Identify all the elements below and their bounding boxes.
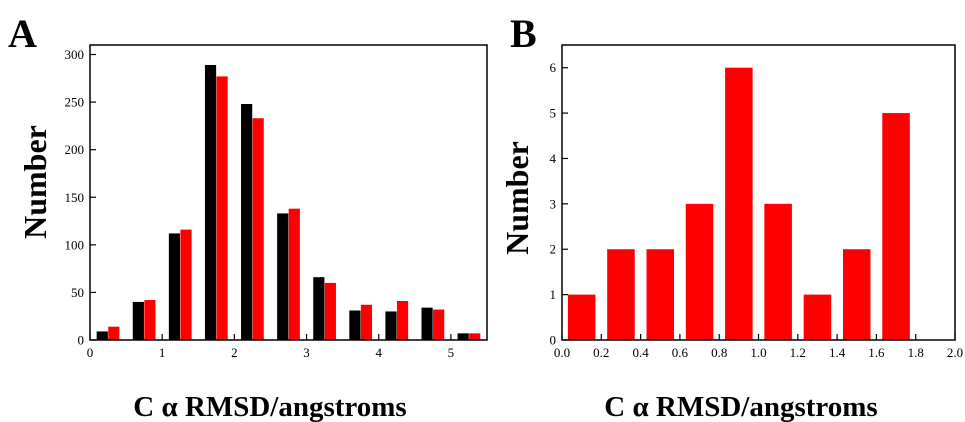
panel-a: A Number C α RMSD/angstroms 0 1 2 3 4 5050100… xyxy=(8,11,488,422)
panel-b-label: B xyxy=(510,11,537,56)
panel-a-bar-s2-3 xyxy=(180,229,192,340)
panel-a-bar-s1-11 xyxy=(457,333,469,340)
panel-a-bar-s1-10 xyxy=(421,307,433,340)
panel-a-x-tick-label-3: 2 xyxy=(231,345,238,360)
panel-b-y-tick-label-1: 0 xyxy=(550,333,557,348)
panel-a-x-tick-label-4: 3 xyxy=(303,345,310,360)
panel-a-bar-s2-7 xyxy=(324,282,336,340)
panel-a-y-axis-label: Number xyxy=(17,125,53,239)
panel-b-y-axis-label: Number xyxy=(499,141,535,255)
panel-a-bar-s1-8 xyxy=(349,310,361,340)
panel-b-y-tick-label-2: 1 xyxy=(550,287,557,302)
panel-a-bar-s2-11 xyxy=(469,333,481,340)
panel-b-bar-s1-4 xyxy=(685,203,714,340)
panel-a-bar-s1-9 xyxy=(385,311,397,340)
panel-a-bar-s2-8 xyxy=(360,304,373,340)
panel-a-bar-s1-4 xyxy=(204,64,217,340)
panel-a-label: A xyxy=(8,11,37,56)
panel-a-bar-s1-3 xyxy=(168,233,181,340)
panel-a-x-tick-label-2: 1 xyxy=(159,345,166,360)
panel-b-bar-s1-9 xyxy=(882,113,910,340)
panel-a-bar-s2-9 xyxy=(396,300,409,340)
panel-a-bar-s2-1 xyxy=(108,326,120,340)
panel-a-y-tick-label-3: 100 xyxy=(65,237,85,252)
panel-b-bar-s1-5 xyxy=(725,67,753,340)
panel-a-bar-s1-2 xyxy=(132,301,144,340)
panel-b-x-tick-label-6: 1.0 xyxy=(750,345,766,360)
panel-a-bar-s2-4 xyxy=(216,76,228,340)
panel-b-bar-s1-3 xyxy=(646,249,675,340)
panel-b-x-tick-label-4: 0.6 xyxy=(672,345,689,360)
panel-a-bar-s2-6 xyxy=(288,208,300,340)
panel-b-x-tick-label-2: 0.2 xyxy=(593,345,609,360)
panel-a-y-tick-label-7: 300 xyxy=(65,47,85,62)
panel-b-x-tick-label-10: 1.8 xyxy=(908,345,924,360)
panel-b-y-tick-label-5: 4 xyxy=(550,151,557,166)
panel-a-x-tick-label-5: 4 xyxy=(375,345,382,360)
panel-a-plot-frame xyxy=(89,44,488,341)
panel-a-bar-s1-1 xyxy=(96,331,108,340)
panel-a-y-tick-label-1: 0 xyxy=(78,333,85,348)
panel-a-bar-s2-5 xyxy=(252,118,264,340)
panel-a-bar-s2-2 xyxy=(144,300,156,340)
panel-a-y-tick-label-5: 200 xyxy=(65,142,85,157)
panel-a-bar-s1-7 xyxy=(313,277,325,340)
panel-b-bar-s1-8 xyxy=(842,249,871,340)
panel-b-x-tick-label-7: 1.2 xyxy=(790,345,806,360)
panel-b-plot: 0.0 0.2 0.4 0.6 0.8 1.0 1.2 1.4 1.6 1.8 2.0 0 1 2 3 4 5 6 xyxy=(550,44,963,360)
panel-b-bar-s1-7 xyxy=(803,294,832,340)
panel-a-y-tick-label-4: 150 xyxy=(65,190,85,205)
panel-b-bar-s1-6 xyxy=(764,203,792,340)
panel-b-x-axis-label: C α RMSD/angstroms xyxy=(604,391,877,422)
panel-a-bar-s1-5 xyxy=(241,104,253,340)
panel-a-bar-s1-6 xyxy=(277,213,289,340)
panel-b-y-tick-label-4: 3 xyxy=(550,196,557,211)
panel-b-bar-s1-2 xyxy=(607,249,635,340)
panel-b-x-tick-label-1: 0.0 xyxy=(554,345,570,360)
panel-b-bar-s1-1 xyxy=(567,294,596,340)
panel-a-x-axis-label: C α RMSD/angstroms xyxy=(133,391,406,422)
panel-b-x-tick-label-11: 2.0 xyxy=(947,345,963,360)
panel-a-x-tick-label-6: 5 xyxy=(448,345,455,360)
panel-b-x-tick-label-8: 1.4 xyxy=(829,345,846,360)
panel-a-x-tick-label-1: 0 xyxy=(87,345,94,360)
panel-a-y-tick-label-2: 50 xyxy=(71,285,84,300)
panel-b: B Number C α RMSD/angstroms 0.0 0.2 0.4 0.6… xyxy=(499,11,963,422)
panel-a-bar-s2-10 xyxy=(433,309,445,340)
panel-b-x-tick-label-5: 0.8 xyxy=(711,345,727,360)
panel-b-x-tick-label-9: 1.6 xyxy=(868,345,885,360)
panel-b-y-tick-label-6: 5 xyxy=(550,106,557,121)
panel-b-x-tick-label-3: 0.4 xyxy=(632,345,649,360)
panel-b-y-tick-label-3: 2 xyxy=(550,242,557,257)
panel-a-y-tick-label-6: 250 xyxy=(65,95,85,110)
panel-b-y-tick-label-7: 6 xyxy=(550,60,557,75)
